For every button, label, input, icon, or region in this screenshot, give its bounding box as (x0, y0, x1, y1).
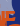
Text: 75+ years: 75+ years (4, 20, 20, 26)
FancyBboxPatch shape (3, 6, 6, 8)
FancyBboxPatch shape (11, 7, 14, 9)
Text: I: I (8, 0, 20, 26)
Text: 75+ years: 75+ years (13, 18, 20, 26)
Text: lower risk of hospitalization from RSV: lower risk of hospitalization from RSV (0, 11, 20, 26)
Text: than infants or adults over 75 years: than infants or adults over 75 years (0, 11, 20, 26)
Text: 1-74 years: 1-74 years (13, 15, 20, 26)
Text: <1 year: <1 year (13, 8, 20, 26)
Text: risk of hospitalization from RSV: risk of hospitalization from RSV (0, 4, 20, 26)
Text: hospitalization when they are infected: hospitalization when they are infected (0, 17, 20, 26)
FancyBboxPatch shape (11, 11, 14, 13)
Text: 1-74 years: 1-74 years (4, 13, 20, 26)
Text: H: H (12, 0, 20, 26)
FancyBboxPatch shape (7, 12, 10, 14)
Text: 1-74 years: 1-74 years (13, 12, 20, 26)
FancyBboxPatch shape (3, 19, 6, 20)
Text: <1 year: <1 year (4, 7, 20, 26)
Text: Older adults also have a higher risk of: Older adults also have a higher risk of (0, 17, 20, 26)
Text: <1 year: <1 year (13, 6, 20, 26)
FancyBboxPatch shape (7, 19, 10, 20)
Text: 1-74 years: 1-74 years (8, 13, 20, 26)
Text: R: R (12, 0, 20, 26)
FancyBboxPatch shape (3, 12, 6, 14)
Text: Infants have a relatively high: Infants have a relatively high (0, 4, 20, 26)
Text: 75+ years: 75+ years (13, 21, 20, 26)
Text: 75+ years: 75+ years (8, 20, 20, 26)
Text: People between the ages 1-74 have a: People between the ages 1-74 have a (0, 10, 20, 26)
FancyBboxPatch shape (7, 6, 10, 8)
FancyBboxPatch shape (11, 14, 14, 15)
Text: S: S (4, 0, 20, 26)
Text: <1 year: <1 year (8, 7, 20, 26)
FancyBboxPatch shape (11, 20, 14, 22)
Text: I: I (8, 0, 20, 26)
Text: R: R (12, 0, 20, 26)
FancyBboxPatch shape (11, 17, 14, 19)
Text: S: S (4, 0, 20, 26)
Text: H: H (12, 0, 20, 26)
FancyBboxPatch shape (11, 4, 14, 6)
Text: R: R (12, 0, 20, 26)
Text: S: S (4, 0, 20, 26)
Text: H: H (12, 0, 20, 26)
Text: I: I (8, 0, 20, 26)
